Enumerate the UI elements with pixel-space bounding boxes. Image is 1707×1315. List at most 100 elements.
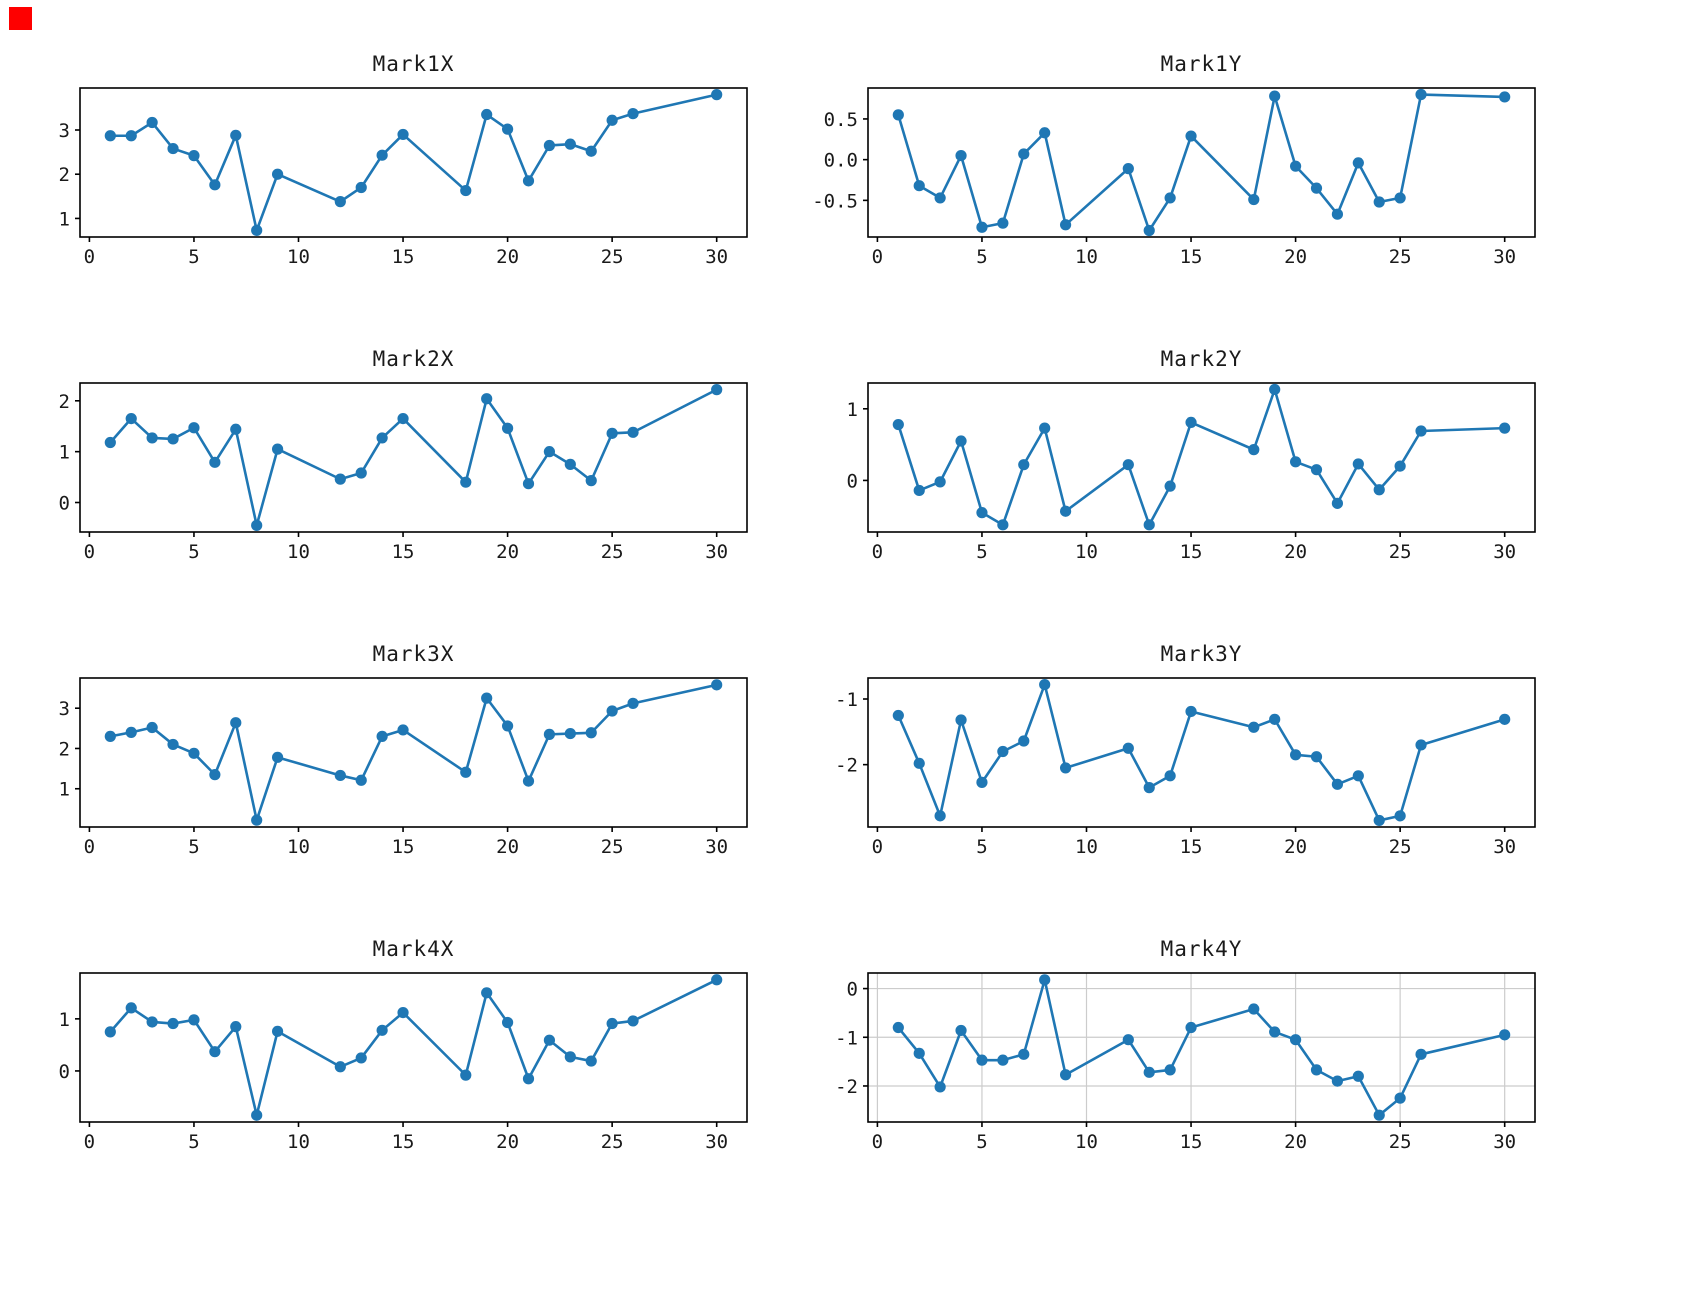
data-point — [334, 473, 346, 485]
data-point — [1269, 383, 1281, 396]
data-point — [188, 1014, 200, 1026]
data-point — [481, 108, 493, 121]
data-point — [1018, 148, 1030, 160]
data-point — [334, 196, 346, 208]
data-point — [376, 432, 388, 444]
plot-area-mark2x: 0 5 10 15 20 25 30 0 1 2 — [59, 382, 748, 563]
x-tick-label: 5 — [188, 246, 199, 268]
x-tick-label: 15 — [392, 541, 415, 563]
line-series — [109, 978, 718, 1117]
data-point — [125, 130, 137, 142]
data-point — [146, 721, 158, 734]
x-tick-label: 30 — [705, 246, 728, 268]
x-tick-label: 30 — [1493, 246, 1516, 268]
x-tick-label: 0 — [84, 1131, 95, 1153]
y-tick-label: 1 — [59, 1009, 70, 1031]
y-tick-label: 3 — [59, 698, 70, 720]
data-point — [1289, 749, 1302, 761]
data-point — [955, 714, 967, 726]
x-tick-label: 0 — [84, 541, 95, 563]
data-point — [230, 1021, 242, 1033]
y-tick-label: 0 — [59, 493, 70, 515]
data-point — [1352, 157, 1364, 169]
x-tick-label: 15 — [1180, 836, 1203, 858]
data-point — [1310, 751, 1323, 763]
data-point — [585, 1055, 597, 1067]
data-point — [1185, 705, 1197, 718]
data-point — [501, 720, 514, 732]
data-point — [1499, 91, 1511, 103]
data-point — [997, 519, 1009, 531]
x-tick-label: 0 — [872, 246, 883, 268]
data-point — [1122, 1034, 1134, 1046]
data-point — [1415, 739, 1427, 751]
plot-border — [79, 382, 748, 533]
data-point — [1289, 456, 1302, 468]
data-point — [522, 775, 535, 787]
data-point — [585, 727, 597, 739]
data-point — [167, 433, 179, 445]
x-tick-label: 25 — [1389, 246, 1412, 268]
data-point — [1143, 519, 1155, 531]
data-point — [376, 730, 388, 742]
chart-mark4y: 0 5 10 15 20 25 30 0 -1 -2 Mark4Y — [788, 885, 1618, 1180]
plot-area-mark1x: 0 5 10 15 20 25 30 1 2 3 — [59, 87, 748, 268]
data-point — [251, 519, 263, 531]
data-point — [1039, 974, 1051, 986]
data-point — [146, 116, 158, 129]
chart-title: Mark2Y — [1160, 347, 1243, 371]
data-point — [543, 446, 556, 458]
data-point — [585, 475, 597, 487]
line-series — [897, 978, 1506, 1117]
x-tick-label: 10 — [287, 541, 310, 563]
x-tick-label: 20 — [1284, 836, 1307, 858]
x-tick-label: 25 — [1389, 541, 1412, 563]
data-point — [125, 412, 137, 425]
y-tick-label: 0 — [847, 979, 858, 1001]
chart-title: Mark4X — [372, 937, 455, 961]
data-point — [1269, 1026, 1281, 1038]
data-point — [1373, 484, 1385, 496]
x-tick-label: 5 — [188, 836, 199, 858]
chart-mark4x: 0 5 10 15 20 25 30 0 1 Mark4X — [0, 885, 830, 1180]
chart-title: Mark1Y — [1160, 52, 1243, 76]
x-tick-label: 30 — [705, 1131, 728, 1153]
x-tick-label: 5 — [976, 1131, 987, 1153]
y-tick-label: 1 — [59, 442, 70, 464]
x-tick-label: 5 — [976, 541, 987, 563]
chart-title: Mark1X — [372, 52, 455, 76]
y-tick-label: 1 — [59, 208, 70, 230]
plot-border — [79, 87, 748, 238]
data-point — [1143, 224, 1155, 237]
chart-title: Mark2X — [372, 347, 455, 371]
x-tick-label: 30 — [1493, 836, 1516, 858]
x-tick-label: 30 — [1493, 1131, 1516, 1153]
x-tick-label: 25 — [1389, 1131, 1412, 1153]
y-tick-label: 0 — [847, 470, 858, 492]
x-tick-label: 20 — [496, 836, 519, 858]
data-point — [711, 384, 723, 396]
data-point — [564, 1051, 576, 1063]
x-tick-label: 5 — [188, 1131, 199, 1153]
data-point — [209, 179, 221, 191]
y-tick-label: 2 — [59, 164, 70, 186]
data-point — [188, 747, 200, 759]
x-tick-label: 25 — [601, 246, 624, 268]
x-tick-label: 15 — [392, 1131, 415, 1153]
line-series — [897, 388, 1506, 527]
chart-mark3x: 0 5 10 15 20 25 30 1 2 3 Mark3X — [0, 590, 830, 885]
data-point — [397, 412, 409, 425]
x-tick-label: 25 — [601, 1131, 624, 1153]
data-point — [522, 478, 535, 490]
x-tick-label: 0 — [872, 541, 883, 563]
data-point — [955, 1024, 967, 1037]
data-point — [564, 727, 576, 740]
x-tick-label: 10 — [1075, 1131, 1098, 1153]
data-point — [1269, 713, 1281, 725]
x-tick-label: 30 — [1493, 541, 1516, 563]
data-point — [230, 717, 242, 729]
y-tick-label: 1 — [59, 779, 70, 801]
data-point — [1499, 422, 1511, 434]
x-tick-label: 20 — [496, 541, 519, 563]
x-tick-label: 10 — [1075, 541, 1098, 563]
